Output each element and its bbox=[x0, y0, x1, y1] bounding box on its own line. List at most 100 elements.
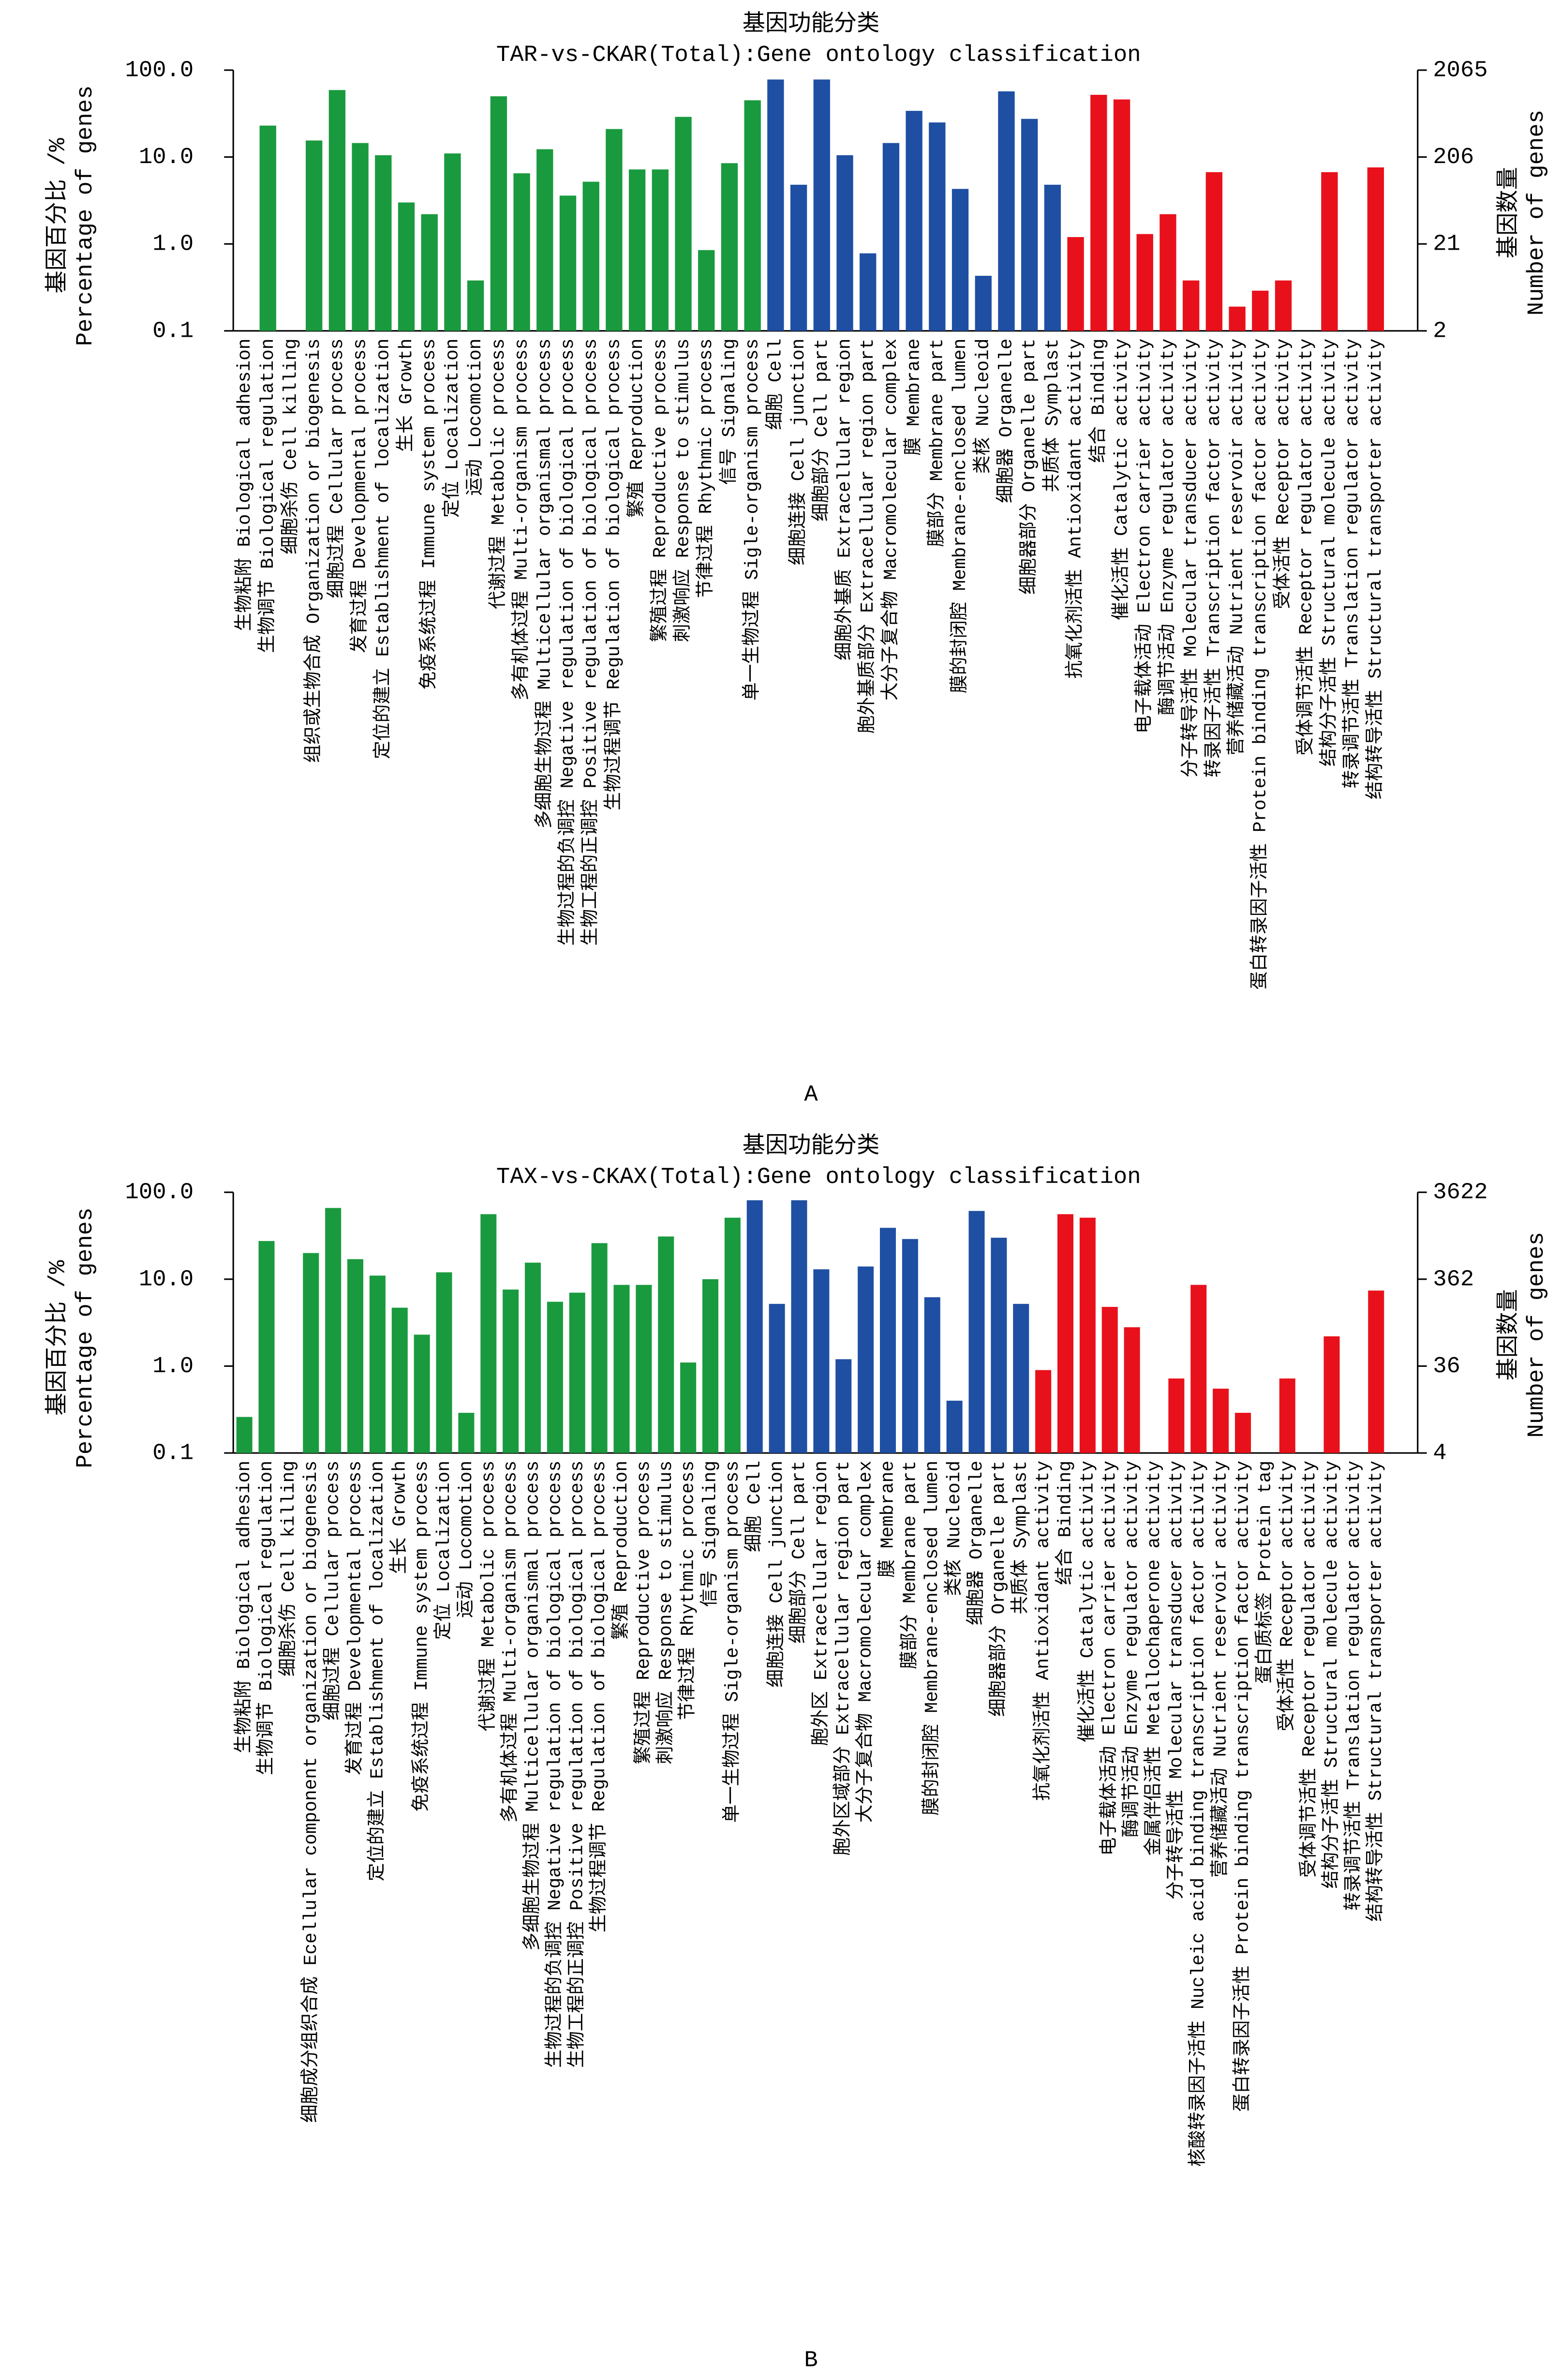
x-tick-label: 多细胞生物过程 Multicellular organismal process bbox=[522, 1461, 544, 1951]
x-tick-label: 结构分子活性 Structural molecule activity bbox=[1319, 339, 1340, 767]
bar bbox=[998, 91, 1015, 331]
x-tick-label: 生物调节 Biological regulation bbox=[257, 339, 279, 653]
x-tick-label: 细胞过程 Cellular process bbox=[322, 1461, 344, 1721]
x-tick-label: 运动 Locomotion bbox=[465, 339, 486, 496]
x-tick-label: 膜的封闭腔 Membrane-enclosed lumen bbox=[921, 1461, 943, 1815]
bar bbox=[613, 1285, 630, 1453]
x-tick-label: 分子转导活性 Molecular transducer activity bbox=[1166, 1461, 1187, 1900]
bar bbox=[1113, 99, 1130, 331]
bar bbox=[1213, 1389, 1229, 1453]
x-tick-label: 催化活性 Catalytic activity bbox=[1077, 1461, 1098, 1742]
bar bbox=[1323, 1336, 1340, 1453]
x-tick-label: 运动 Locomotion bbox=[456, 1461, 477, 1618]
x-tick-label: 类核 Nucleoid bbox=[972, 339, 994, 474]
x-tick-label: 细胞器部分 Organelle part bbox=[1018, 339, 1040, 595]
bar bbox=[421, 214, 438, 331]
x-tick-label: 受体调节活性 Receptor regulator activity bbox=[1298, 1461, 1320, 1878]
x-tick-label: 细胞器 Organelle bbox=[966, 1461, 987, 1625]
y-tick-label: 0.1 bbox=[152, 318, 193, 344]
x-tick-label: 催化活性 Catalytic activity bbox=[1111, 339, 1132, 620]
x-tick-label: 生物工程的正调控 Positive regulation of biologic… bbox=[580, 339, 602, 946]
bar bbox=[375, 155, 392, 331]
bar bbox=[767, 79, 784, 331]
x-tick-label: 受体活性 Receptor activity bbox=[1272, 339, 1294, 609]
x-tick-label: 生物粘附 Biological adhesion bbox=[234, 1461, 255, 1753]
bar bbox=[968, 1211, 985, 1453]
bar bbox=[902, 1239, 918, 1453]
bar bbox=[525, 1262, 541, 1453]
x-tick-label: 繁殖过程 Reproductive process bbox=[633, 1461, 654, 1765]
bar bbox=[391, 1307, 408, 1453]
x-tick-label: 细胞杀伤 Cell killing bbox=[278, 1461, 299, 1676]
bar bbox=[325, 1208, 342, 1453]
x-tick-label: 定位的建立 Establishment of localization bbox=[372, 339, 394, 759]
bar bbox=[1205, 172, 1223, 331]
bar bbox=[513, 173, 530, 331]
bar bbox=[369, 1275, 386, 1453]
x-tick-label: 结合 Binding bbox=[1054, 1461, 1076, 1585]
bar bbox=[628, 169, 646, 331]
bar bbox=[636, 1285, 652, 1453]
x-tick-label: 生长 Growth bbox=[389, 1461, 410, 1574]
x-tick-label: 单一生物过程 Sigle-organism process bbox=[742, 339, 763, 701]
x-tick-label: 多有机体过程 Multi-organism process bbox=[500, 1461, 521, 1823]
x-tick-label: 共质体 Symplast bbox=[1042, 339, 1063, 493]
bar bbox=[858, 1266, 874, 1453]
bar bbox=[791, 1200, 807, 1453]
bar bbox=[467, 280, 484, 331]
chart-title: 基因功能分类 bbox=[743, 11, 880, 38]
x-tick-label: 细胞器部分 Organelle part bbox=[988, 1461, 1010, 1717]
bar bbox=[1021, 119, 1038, 331]
y-axis-label: Percentage of genes bbox=[73, 1208, 99, 1468]
bar bbox=[591, 1243, 608, 1453]
x-tick-label: 受体调节活性 Receptor regulator activity bbox=[1295, 339, 1317, 756]
bar bbox=[458, 1413, 475, 1453]
x-tick-label: 生物过程调节 Regulation of biological process bbox=[603, 339, 624, 810]
bar bbox=[680, 1362, 697, 1453]
x-tick-label: 电子载体活动 Electron carrier activity bbox=[1099, 1461, 1120, 1856]
bar bbox=[398, 202, 415, 331]
bar bbox=[490, 96, 507, 331]
bar bbox=[951, 189, 969, 331]
x-tick-label: 刺激响应 Response to stimulus bbox=[672, 339, 694, 643]
bar bbox=[1168, 1378, 1185, 1453]
x-tick-label: 细胞过程 Cellular process bbox=[326, 339, 348, 599]
x-tick-label: 结构转导活性 Structural transporter activity bbox=[1366, 1461, 1387, 1922]
bar bbox=[1067, 237, 1084, 331]
bar bbox=[1367, 167, 1384, 331]
y-axis-label: Percentage of genes bbox=[73, 86, 99, 346]
x-tick-label: 生物调节 Biological regulation bbox=[256, 1461, 277, 1775]
x-tick-label: 胞外区 Extracellular region bbox=[811, 1461, 832, 1746]
y2-tick-label: 4 bbox=[1433, 1441, 1446, 1467]
panel-label: B bbox=[804, 2348, 818, 2374]
y2-tick-label: 2 bbox=[1433, 318, 1446, 344]
x-tick-label: 节律过程 Rhythmic process bbox=[696, 339, 717, 599]
x-tick-label: 蛋白转录因子活性 Protein binding transcription f… bbox=[1232, 1461, 1253, 2112]
x-tick-label: 细胞 Cell bbox=[743, 1461, 765, 1552]
bar bbox=[1252, 290, 1269, 331]
x-tick-label: 核酸转录因子活性 Nucleic acid binding transcript… bbox=[1188, 1461, 1209, 2167]
x-tick-label: 细胞部分 Cell part bbox=[811, 339, 833, 522]
x-tick-label: 金属伴侣活性 Metallochaperone activity bbox=[1143, 1461, 1165, 1856]
bar bbox=[347, 1259, 364, 1453]
x-tick-label: 发育过程 Developmental process bbox=[344, 1461, 366, 1775]
bar bbox=[480, 1214, 497, 1453]
bar bbox=[724, 1217, 741, 1453]
bar bbox=[746, 1200, 763, 1453]
x-tick-label: 酶调节活动 Enzyme regulator activity bbox=[1121, 1461, 1143, 1838]
bar bbox=[1013, 1303, 1029, 1453]
bar bbox=[906, 111, 922, 331]
chart-subtitle: TAX-vs-CKAX(Total):Gene ontology classif… bbox=[496, 1165, 1141, 1190]
x-tick-label: 细胞部分 Cell part bbox=[788, 1461, 810, 1644]
bar bbox=[924, 1297, 940, 1453]
x-tick-label: 细胞杀伤 Cell killing bbox=[280, 339, 301, 554]
x-tick-label: 膜部分 Membrane part bbox=[926, 339, 948, 547]
x-tick-label: 代谢过程 Metabolic process bbox=[478, 1461, 499, 1731]
bar bbox=[790, 184, 807, 331]
bar bbox=[702, 1279, 719, 1453]
x-tick-label: 代谢过程 Metabolic process bbox=[488, 339, 509, 609]
y2-tick-label: 362 bbox=[1433, 1267, 1474, 1292]
bar bbox=[1079, 1217, 1096, 1453]
x-tick-label: 细胞器 Organelle bbox=[995, 339, 1017, 503]
x-tick-label: 多细胞生物过程 Multicellular organismal process bbox=[534, 339, 555, 829]
